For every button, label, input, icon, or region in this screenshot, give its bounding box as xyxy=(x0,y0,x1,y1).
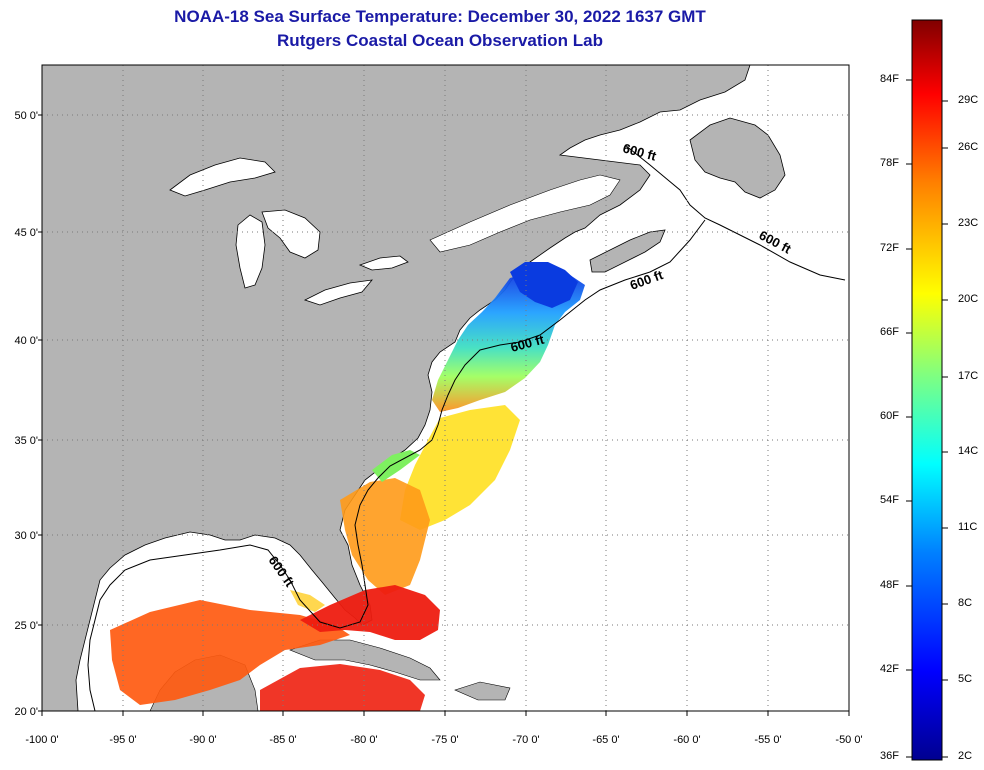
latitude-tick-label: 30 0' xyxy=(14,530,38,542)
latitude-tick-label: 45 0' xyxy=(14,227,38,239)
sst-gulf-of-mexico-south xyxy=(110,600,350,705)
colorbar-celsius-label: 26C xyxy=(958,141,979,153)
colorbar-celsius-label: 5C xyxy=(958,673,973,685)
colorbar-fahrenheit-label: 60F xyxy=(880,410,899,422)
colorbar-celsius-label: 8C xyxy=(958,597,973,609)
longitude-tick-label: -85 0' xyxy=(269,734,296,746)
colorbar xyxy=(911,19,943,761)
colorbar-fahrenheit-label: 72F xyxy=(880,242,899,254)
cuba-land xyxy=(289,639,441,681)
latitude-tick-label: 40 0' xyxy=(14,335,38,347)
sst-gulf-of-maine xyxy=(510,262,578,308)
latitude-tick-labels: 50 0' 45 0' 40 0' 35 0' 30 0' 25 0' 20 0' xyxy=(14,110,42,718)
longitude-tick-label: -55 0' xyxy=(754,734,781,746)
sst-southeast-coast xyxy=(400,405,520,530)
colorbar-fahrenheit-label: 48F xyxy=(880,579,899,591)
longitude-tick-label: -80 0' xyxy=(350,734,377,746)
latitude-tick-label: 20 0' xyxy=(14,706,38,718)
longitude-tick-label: -60 0' xyxy=(673,734,700,746)
longitude-tick-label: -90 0' xyxy=(189,734,216,746)
colorbar-celsius-label: 14C xyxy=(958,445,979,457)
colorbar-fahrenheit-label: 42F xyxy=(880,663,899,675)
sst-gulf-edge xyxy=(290,590,325,612)
newfoundland-land xyxy=(689,117,786,199)
colorbar-celsius-label: 2C xyxy=(958,750,973,762)
hispaniola-land xyxy=(454,681,511,701)
lake-superior xyxy=(169,157,276,197)
colorbar-fahrenheit-label: 66F xyxy=(880,326,899,338)
title-line-2: Rutgers Coastal Ocean Observation Lab xyxy=(277,31,603,50)
longitude-tick-labels: -100 0' -95 0' -90 0' -85 0' -80 0' -75 0' -70… xyxy=(25,711,863,746)
lake-erie xyxy=(303,279,373,306)
gulf-of-st-lawrence xyxy=(429,174,621,253)
colorbar-fahrenheit-label: 84F xyxy=(880,73,899,85)
lake-ontario xyxy=(358,255,409,271)
colorbar-ticks xyxy=(906,79,948,758)
longitude-tick-label: -100 0' xyxy=(25,734,58,746)
isobath-600ft-line xyxy=(87,144,846,711)
sst-caribbean xyxy=(260,664,425,711)
latitude-tick-label: 25 0' xyxy=(14,620,38,632)
north-america-land xyxy=(42,65,751,711)
colorbar-fahrenheit-label: 36F xyxy=(880,750,899,762)
colorbar-celsius-label: 29C xyxy=(958,94,979,106)
colorbar-celsius-label: 20C xyxy=(958,293,979,305)
colorbar-celsius-label: 11C xyxy=(958,521,978,533)
colorbar-fahrenheit-label: 78F xyxy=(880,157,899,169)
longitude-tick-label: -65 0' xyxy=(592,734,619,746)
colorbar-celsius-label: 17C xyxy=(958,370,979,382)
title-line-1: NOAA-18 Sea Surface Temperature: Decembe… xyxy=(174,7,706,26)
colorbar-celsius-label: 23C xyxy=(958,217,979,229)
lake-huron xyxy=(261,209,321,259)
longitude-tick-label: -70 0' xyxy=(512,734,539,746)
longitude-tick-label: -50 0' xyxy=(835,734,862,746)
lake-michigan xyxy=(235,214,266,289)
colorbar-fahrenheit-label: 54F xyxy=(880,494,899,506)
sst-nearshore-green xyxy=(372,450,420,482)
longitude-tick-label: -95 0' xyxy=(109,734,136,746)
longitude-tick-label: -75 0' xyxy=(431,734,458,746)
latitude-tick-label: 35 0' xyxy=(14,435,38,447)
nova-scotia-land xyxy=(589,229,666,273)
latitude-tick-label: 50 0' xyxy=(14,110,38,122)
